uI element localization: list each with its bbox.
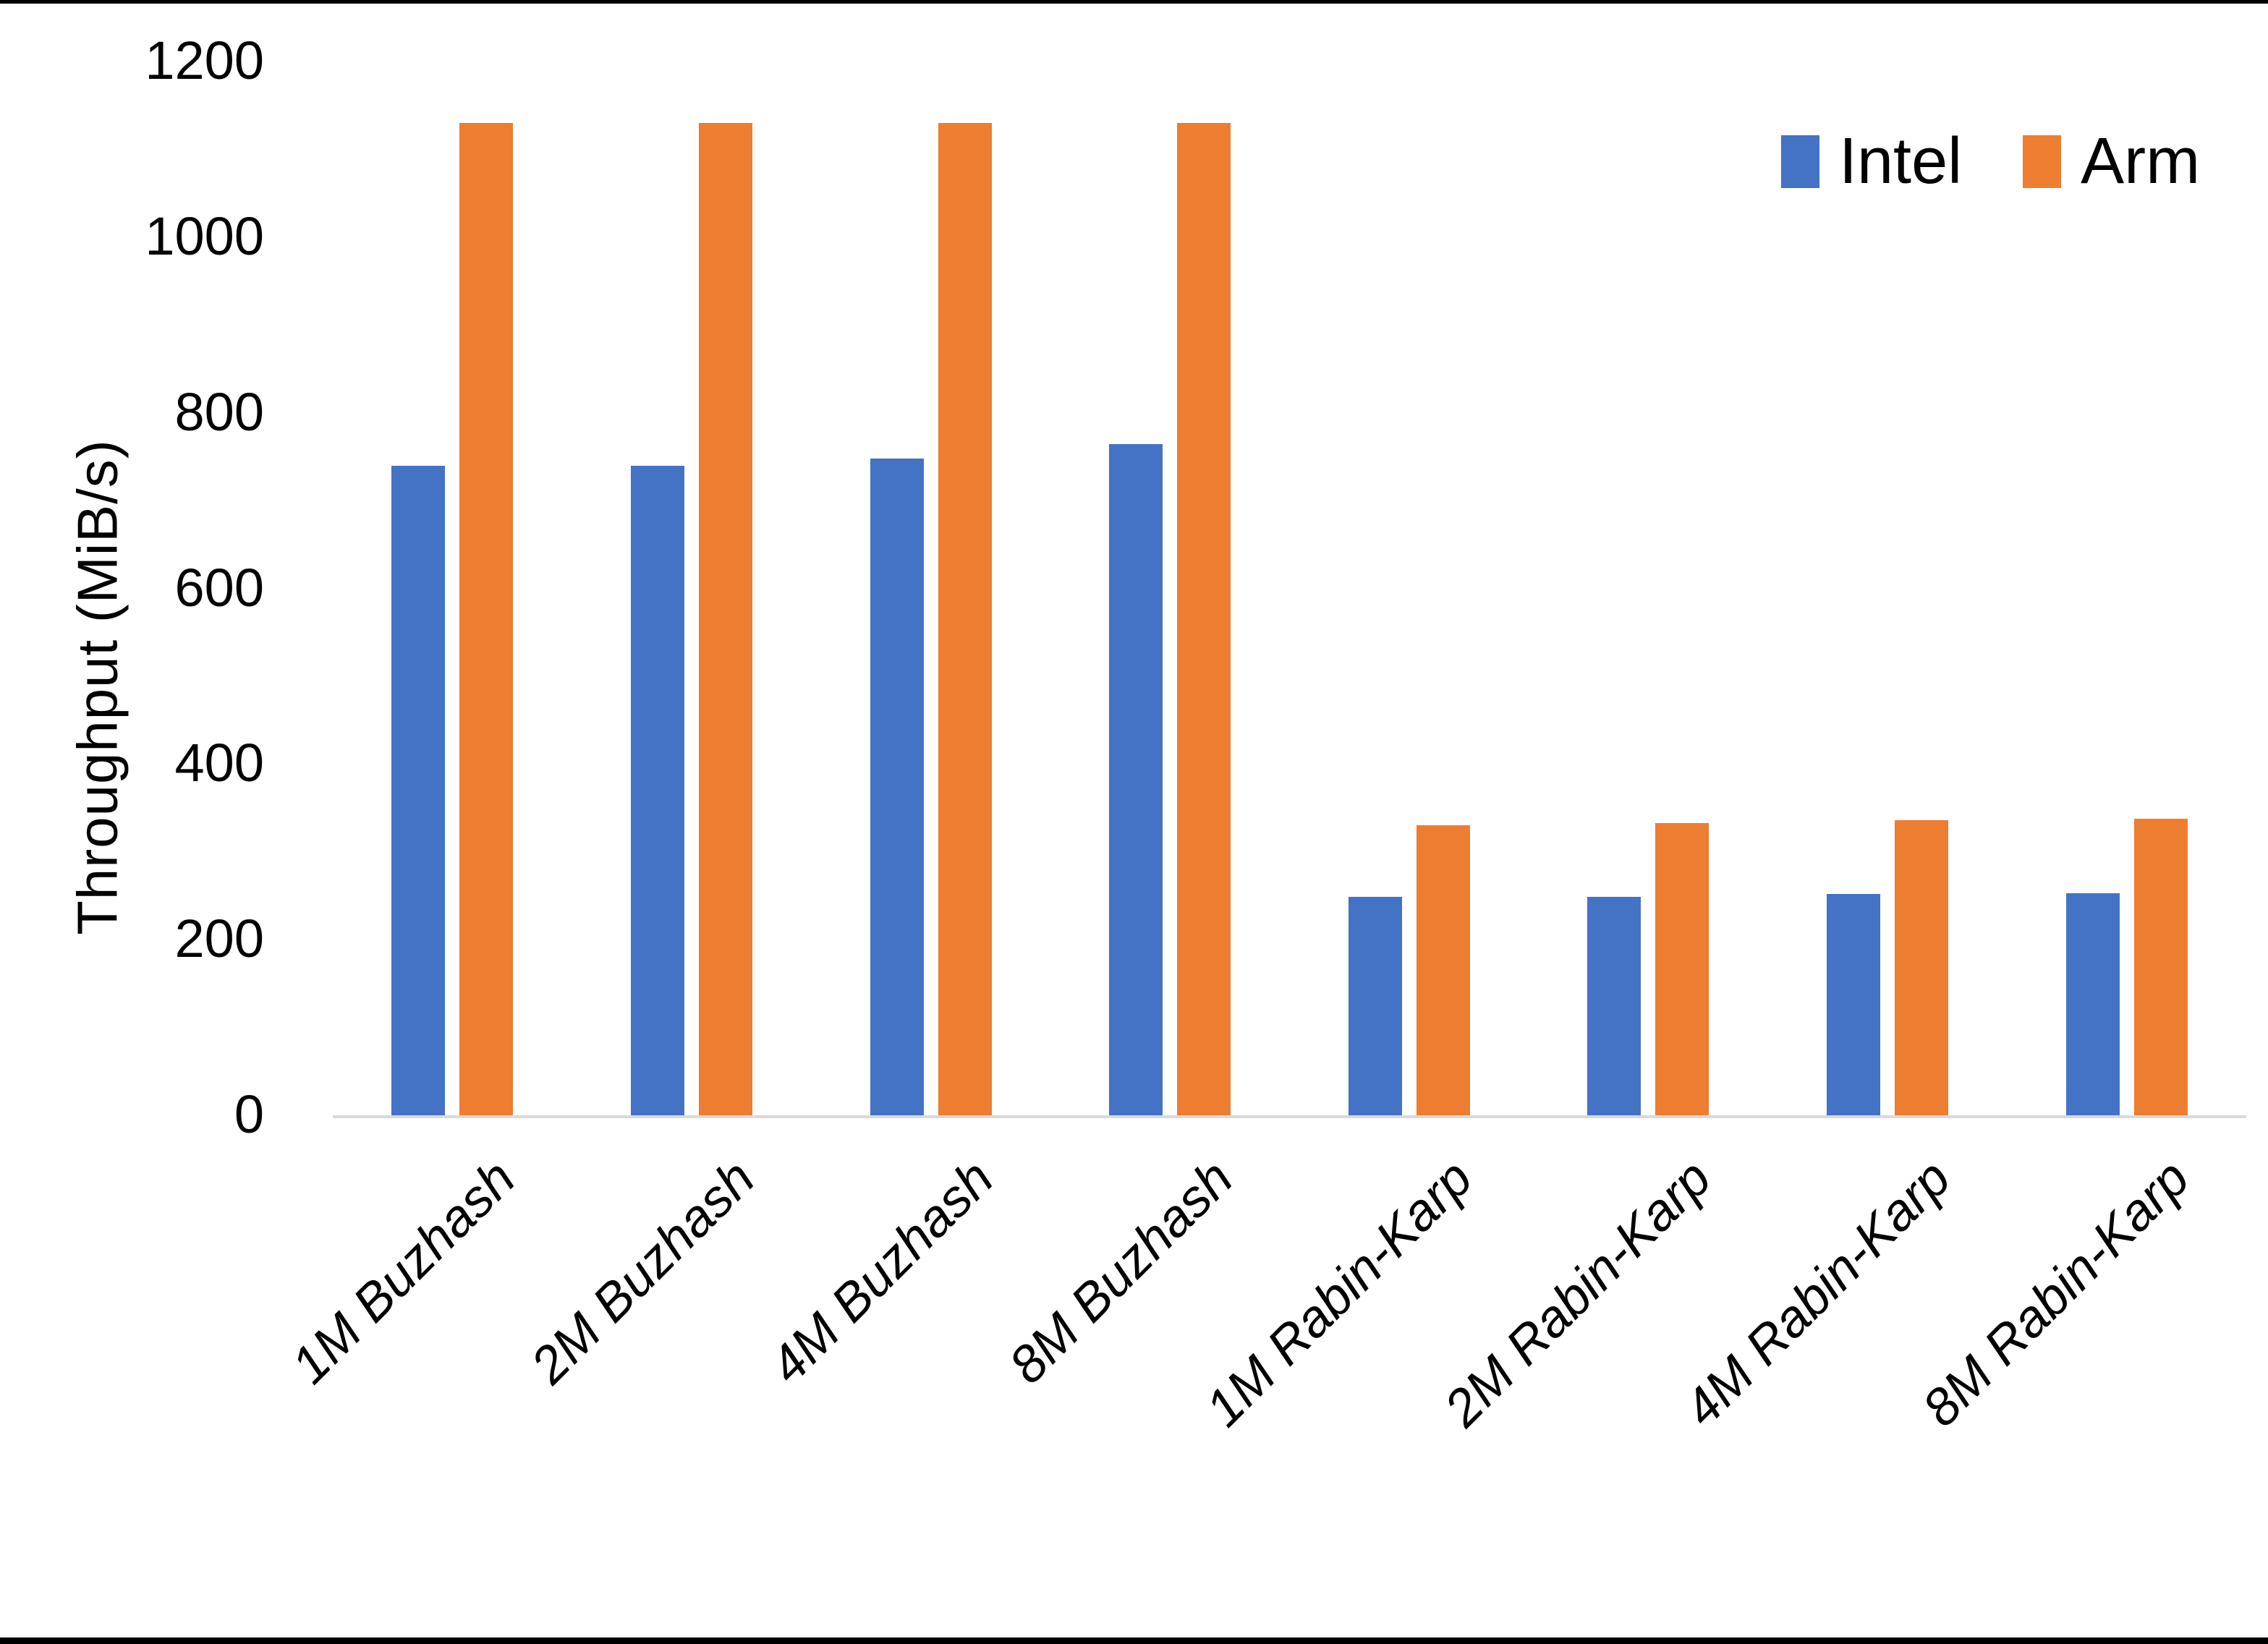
bar-arm-1	[459, 122, 514, 1115]
bar-arm-8	[2133, 818, 2188, 1115]
bar-arm-6	[1655, 822, 1710, 1115]
bar-intel-8	[2065, 893, 2120, 1115]
bar-arm-5	[1416, 825, 1470, 1115]
x-axis-line	[333, 1115, 2246, 1118]
x-category-label: 4M Buzhash	[759, 1149, 1005, 1395]
y-tick-label: 1200	[145, 30, 264, 90]
bar-intel-5	[1348, 896, 1402, 1115]
x-category-label: 1M Buzhash	[281, 1149, 527, 1395]
bottom-border	[0, 1637, 2268, 1644]
bar-arm-4	[1177, 122, 1231, 1115]
legend-swatch-intel	[1781, 135, 1819, 188]
y-tick-label: 600	[174, 557, 264, 618]
y-tick-label: 200	[174, 908, 264, 968]
y-tick-label: 0	[234, 1083, 264, 1144]
bar-intel-6	[1587, 896, 1641, 1115]
legend-item-intel: Intel	[1781, 129, 1962, 194]
x-category-label: 2M Buzhash	[519, 1149, 766, 1395]
legend-label: Arm	[2081, 125, 2201, 197]
bar-intel-4	[1109, 444, 1163, 1115]
x-category-label: 8M Buzhash	[998, 1149, 1244, 1395]
legend: Intel Arm	[1781, 129, 2200, 194]
y-tick-label: 800	[174, 381, 264, 442]
y-axis-title: Throughput (MiB/s)	[65, 439, 129, 935]
legend-swatch-arm	[2023, 135, 2062, 188]
bar-intel-1	[391, 465, 446, 1115]
y-tick-label: 1000	[145, 205, 264, 266]
legend-label: Intel	[1839, 125, 1963, 197]
legend-item-arm: Arm	[2023, 129, 2200, 194]
y-tick-label: 400	[174, 733, 264, 793]
bar-intel-3	[870, 458, 924, 1115]
bar-arm-3	[938, 122, 992, 1115]
bar-intel-2	[630, 465, 684, 1115]
top-border	[0, 0, 2268, 4]
bar-intel-7	[1827, 894, 1881, 1115]
bar-arm-7	[1895, 820, 1949, 1115]
bar-arm-2	[698, 122, 752, 1115]
